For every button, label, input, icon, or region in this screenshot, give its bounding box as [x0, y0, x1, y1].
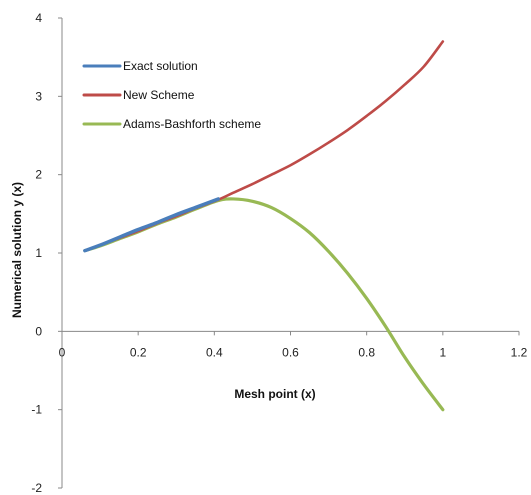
x-tick-label: 0.8 [358, 345, 375, 359]
y-tick-labels: -2 -1 0 1 2 3 4 [31, 11, 62, 495]
y-tick-label: -2 [31, 481, 42, 495]
legend-label-exact-solution: Exact solution [123, 59, 198, 73]
legend-label-new-scheme: New Scheme [123, 88, 195, 102]
y-tick-label: 1 [35, 246, 42, 260]
x-tick-label: 1.2 [511, 345, 528, 359]
y-tick-label: 4 [35, 11, 42, 25]
x-tick-labels: 0 0.2 0.4 0.6 0.8 1 1.2 [59, 331, 528, 359]
y-tick-label: 0 [35, 324, 42, 338]
y-tick-label: 3 [35, 89, 42, 103]
legend-item-exact-solution: Exact solution [82, 59, 198, 73]
legend-item-new-scheme: New Scheme [82, 88, 195, 102]
legend-item-adams-bashforth: Adams-Bashforth scheme [82, 117, 261, 131]
x-tick-label: 1 [439, 345, 446, 359]
x-tick-label: 0.2 [130, 345, 147, 359]
legend-label-adams-bashforth: Adams-Bashforth scheme [123, 117, 261, 131]
y-tick-label: 2 [35, 168, 42, 182]
y-axis-title: Numerical solution y (x) [10, 182, 24, 318]
legend: Exact solution New Scheme Adams-Bashfort… [82, 59, 261, 131]
series-lines [83, 40, 445, 412]
exact-solution-line [83, 197, 220, 253]
x-tick-label: 0 [59, 345, 66, 359]
y-tick-label: -1 [31, 403, 42, 417]
x-tick-label: 0.6 [282, 345, 299, 359]
x-tick-label: 0.4 [206, 345, 223, 359]
x-axis-title: Mesh point (x) [234, 387, 315, 401]
